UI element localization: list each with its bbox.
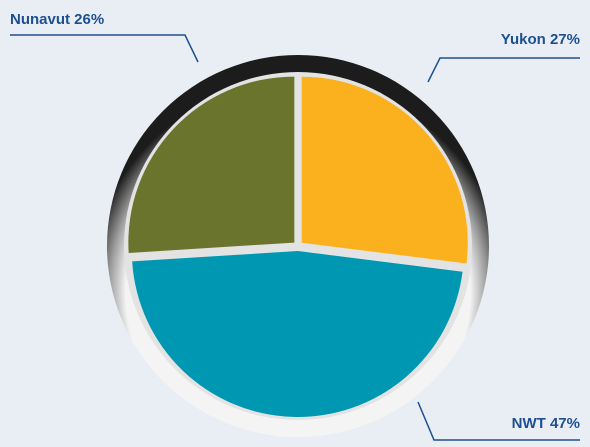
- slice-value: 26%: [74, 11, 104, 28]
- slice-value: 47%: [550, 415, 580, 432]
- pie-slice: [128, 76, 295, 254]
- pie-slice: [301, 76, 468, 264]
- leader-line: [10, 34, 199, 63]
- slice-label: Nunavut 26%: [10, 11, 104, 28]
- slice-name: NWT: [512, 415, 546, 432]
- slice-value: 27%: [550, 31, 580, 48]
- slice-label: NWT 47%: [512, 415, 580, 432]
- pie-slice: [132, 250, 463, 417]
- leader-line: [427, 57, 580, 83]
- slice-name: Yukon: [501, 31, 546, 48]
- leader-line: [417, 401, 580, 441]
- slice-name: Nunavut: [10, 11, 70, 28]
- slice-label: Yukon 27%: [501, 31, 580, 48]
